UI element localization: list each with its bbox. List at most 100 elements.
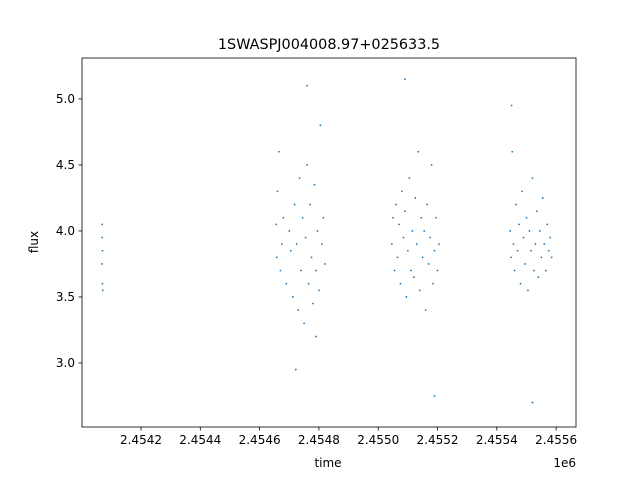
x-tick-label: 2.4554 [476,433,518,447]
data-point [300,269,303,272]
data-point [408,177,411,180]
data-point [510,256,512,259]
data-point [288,230,291,232]
data-point [390,243,393,246]
x-tick-label: 2.4546 [239,433,281,447]
data-point [429,236,432,239]
data-point [525,216,528,219]
data-point [537,276,540,279]
data-point [315,269,317,272]
data-point [427,263,430,265]
data-point [306,84,308,87]
data-point [550,256,553,259]
data-point [433,395,436,397]
x-axis-label: time [314,456,341,470]
data-point [531,401,534,404]
data-point [282,216,285,219]
y-tick-label: 4.0 [56,224,75,238]
data-point [532,269,535,272]
data-point [401,190,403,193]
data-point [540,256,543,259]
data-point [535,210,538,213]
data-point [404,78,406,81]
data-point [406,249,409,252]
x-tick-label: 2.4550 [357,433,399,447]
data-point [275,223,278,226]
data-point [275,256,278,259]
data-point [101,236,104,239]
data-point [279,269,282,272]
data-point [319,124,322,127]
data-point [519,282,522,285]
data-point [318,289,320,292]
data-point [518,223,520,226]
x-tick-label: 2.4548 [298,433,340,447]
data-point [512,243,515,246]
data-point [310,256,313,259]
data-point [404,210,406,213]
data-point [421,256,424,259]
data-point [291,296,294,298]
data-point [315,335,317,338]
x-tick-label: 2.4552 [417,433,459,447]
data-point [289,249,292,252]
y-axis-label: flux [27,231,41,253]
data-point [516,249,519,252]
data-point [309,203,311,206]
data-point [100,263,103,265]
data-point [511,150,514,153]
x-tick-label: 2.4556 [535,433,577,447]
data-point [415,243,418,246]
data-point [528,230,531,232]
data-point [423,230,426,232]
data-point [534,243,537,246]
data-point [432,282,434,285]
x-offset-label: 1e6 [553,456,576,470]
y-tick-label: 3.5 [56,290,75,304]
data-point [101,249,104,252]
data-point [436,269,439,272]
data-point [435,216,437,219]
data-point [414,197,417,199]
data-point [297,309,300,312]
data-point [101,223,104,226]
data-point [549,236,552,239]
data-point [521,190,523,193]
data-point [412,276,415,279]
data-point [547,249,550,252]
data-point [285,282,288,285]
data-point [280,243,283,246]
plot-area [100,78,553,404]
data-point [543,243,546,246]
data-point [392,216,394,219]
data-point [420,216,423,219]
data-point [409,269,412,272]
y-tick-label: 5.0 [56,92,75,106]
data-point [294,368,297,371]
data-point [277,150,280,153]
data-point [530,249,532,252]
data-point [509,230,512,232]
data-point [430,164,433,166]
data-point [313,183,316,186]
y-tick-label: 3.0 [56,356,75,370]
data-point [510,104,513,107]
data-point [433,249,436,252]
data-point [527,289,529,292]
data-point [544,269,547,272]
data-point [393,269,396,272]
chart-title: 1SWASPJ004008.97+025633.5 [218,37,440,53]
data-point [295,243,298,246]
x-tick-label: 2.4542 [120,433,162,447]
data-point [399,282,402,285]
data-point [298,177,301,180]
data-point [306,164,308,166]
data-point [398,223,400,226]
data-point [531,177,534,180]
data-point [303,322,305,325]
data-point [541,197,544,199]
data-point [293,203,296,206]
data-point [396,256,399,259]
data-point [316,230,319,232]
